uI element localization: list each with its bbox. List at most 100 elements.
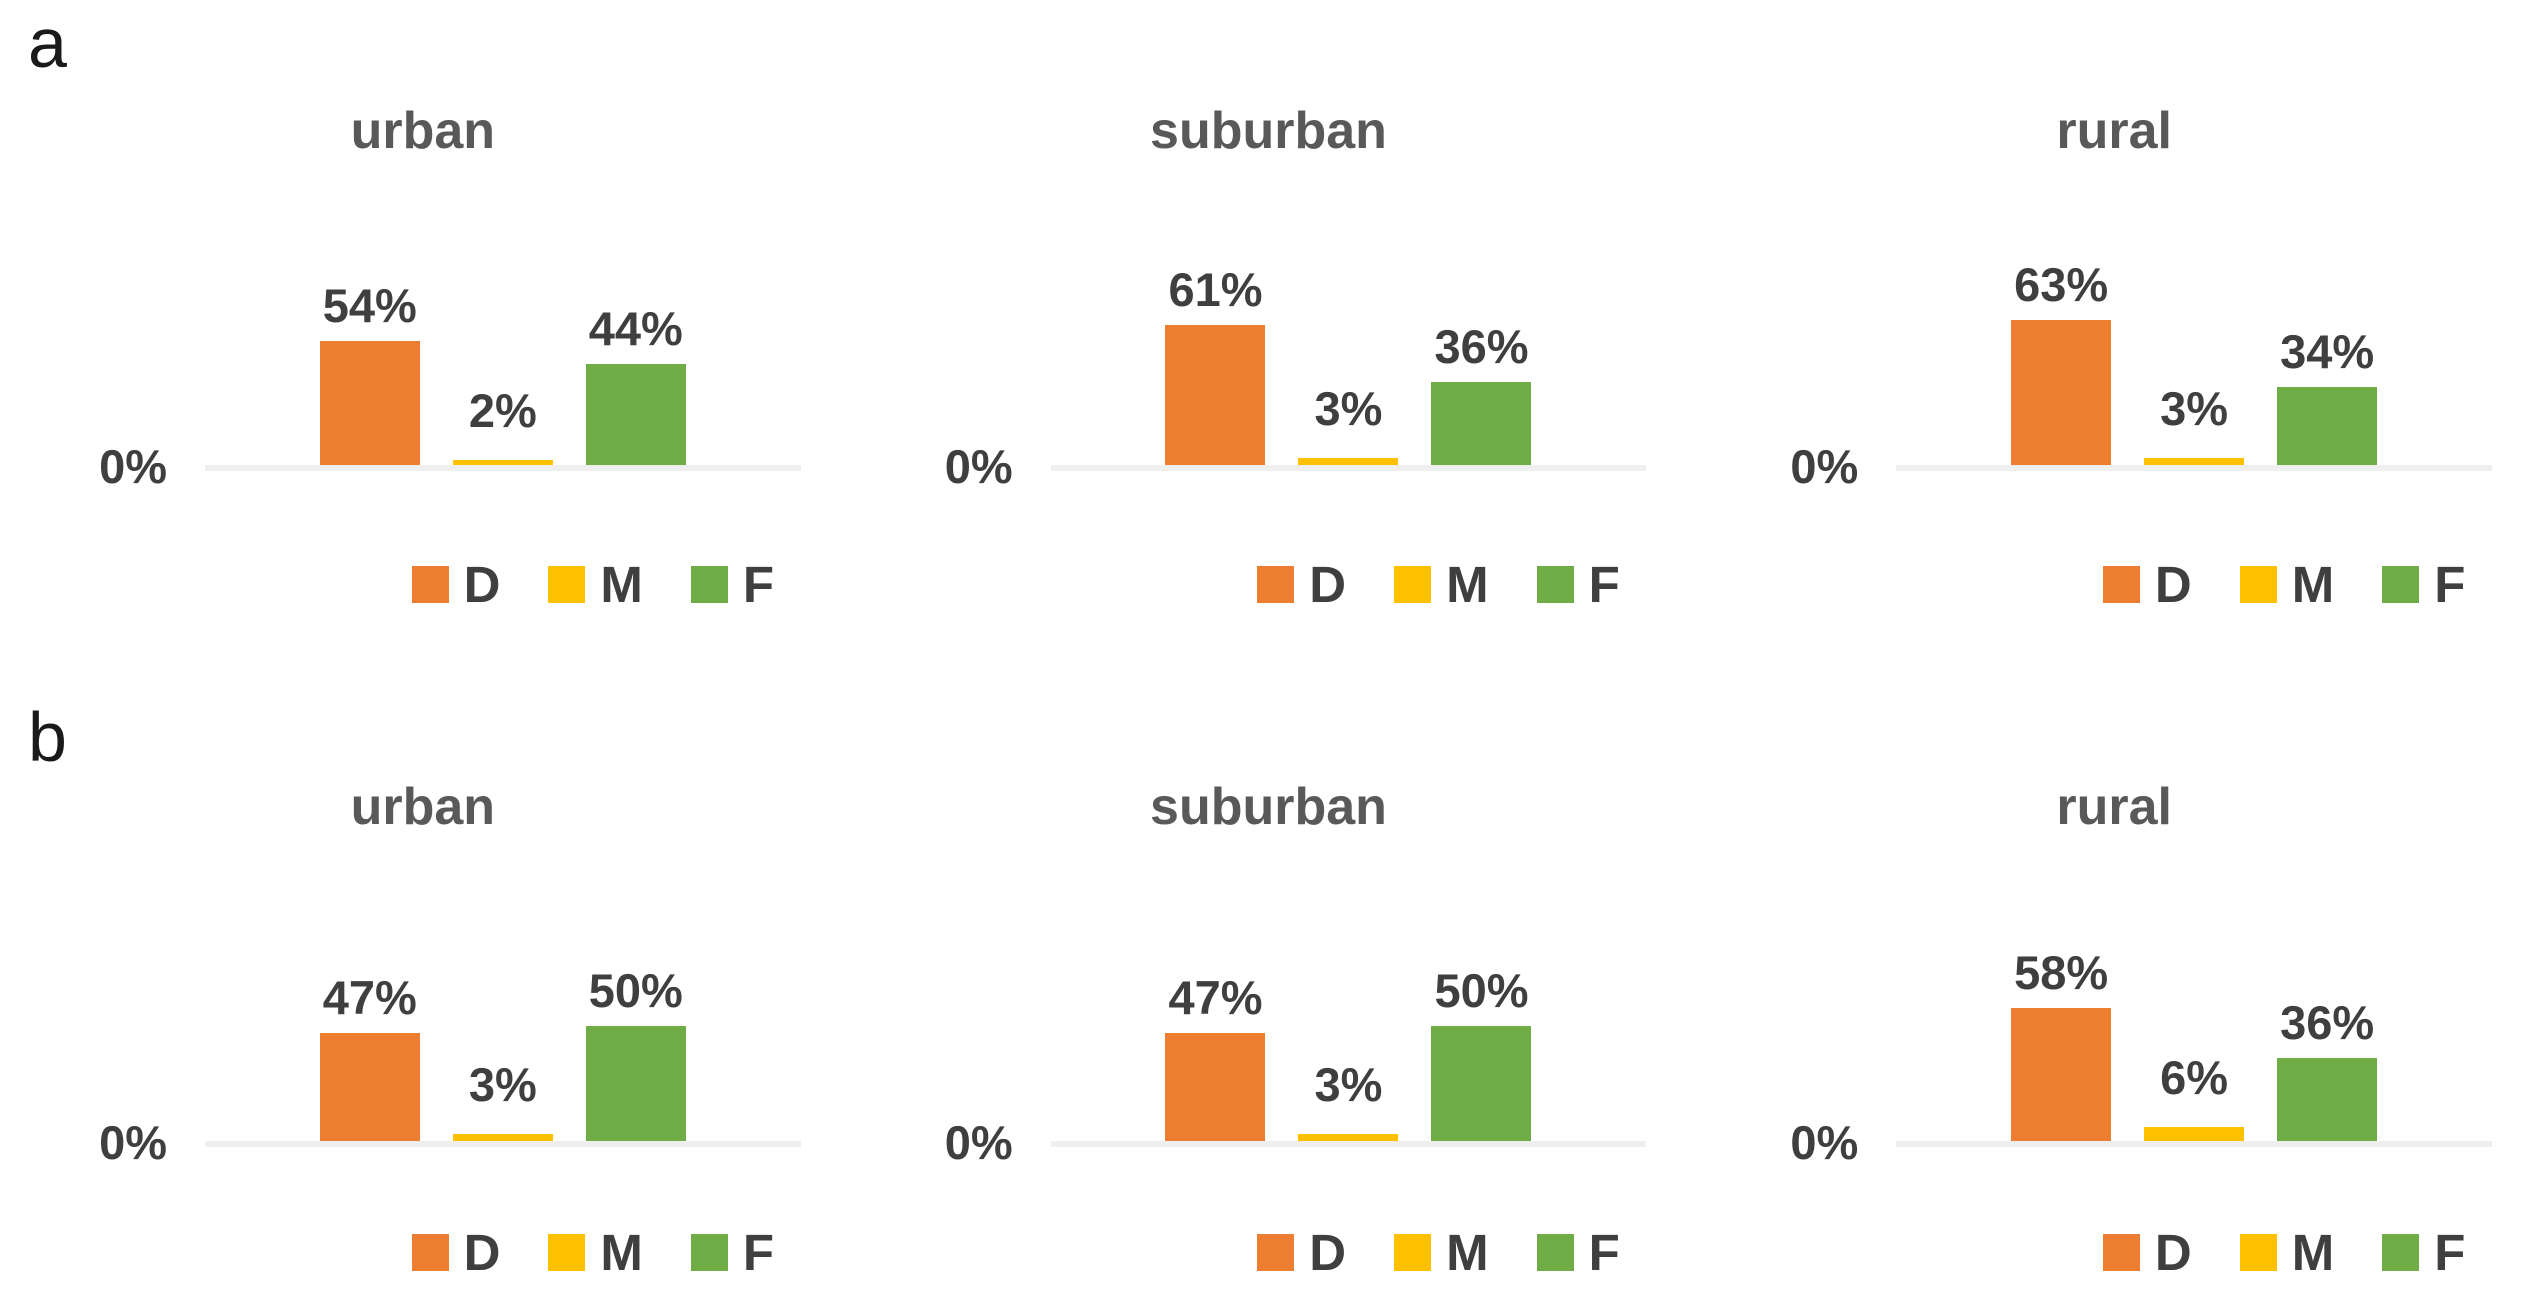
y-axis-zero-label: 0% [1790,439,1859,493]
legend-item-f: F [1536,556,1620,613]
y-axis-zero-label: 0% [1790,1115,1859,1169]
legend-label-d: D [463,556,501,613]
bar-d [2011,1007,2112,1141]
legend: D M F [1691,1227,2537,1278]
y-axis-zero-label: 0% [944,1115,1013,1169]
bar-group-d: 47% [1165,970,1266,1141]
legend: D M F [846,1227,1692,1278]
value-label-f: 36% [1434,320,1529,374]
bar-group-f: 50% [1431,967,1532,1141]
bar-group-f: 36% [2277,999,2378,1141]
bar-d [319,1032,420,1141]
bar-chart-rural-b: rural 0% 58% 6% 36% [1691,656,2537,1312]
bar-m [452,460,553,465]
value-label-f: 34% [2280,324,2375,378]
legend-item-f: F [2382,1227,2465,1278]
legend-swatch-d-icon [411,1234,449,1271]
legend: D M F [0,1227,846,1278]
legend-swatch-d-icon [2102,1234,2140,1271]
legend-swatch-m-icon [2239,566,2277,603]
legend-swatch-d-icon [2102,566,2140,603]
value-label-m: 3% [1314,382,1383,436]
plot-wrapper: 0% 63% 3% 34% [1691,179,2537,490]
bar-chart-rural-a: rural 0% 63% 3% 34% [1691,0,2537,656]
legend: D M F [1691,559,2537,610]
legend-item-m: M [548,556,643,613]
bar-f [585,1026,686,1141]
legend-label-m: M [1446,1224,1489,1281]
legend-item-m: M [548,1224,643,1281]
legend-item-f: F [2382,559,2465,610]
legend-swatch-d-icon [411,566,449,603]
value-label-d: 47% [322,970,417,1024]
chart-title: suburban [1150,778,1387,836]
legend-swatch-m-icon [2239,1234,2277,1271]
plot-wrapper: 0% 47% 3% 50% [0,855,846,1166]
bar-chart-suburban-a: suburban 0% 61% 3% 36% [846,0,1692,656]
bar-d [1165,1032,1266,1141]
plot-area: 54% 2% 44% [205,235,801,471]
legend-item-d: D [1257,1227,1346,1278]
bar-group-m: 3% [1298,1058,1399,1141]
legend-label-d: D [2154,556,2192,613]
value-label-d: 58% [2014,945,2109,999]
charts-row-b: urban 0% 47% 3% 50% [0,656,2537,1312]
chart-title: urban [350,778,496,836]
value-label-d: 47% [1168,970,1263,1024]
legend-label-f: F [2434,1224,2466,1281]
legend-item-d: D [2102,556,2192,613]
value-label-m: 3% [1314,1058,1383,1112]
legend-swatch-f-icon [1536,566,1574,603]
bar-group-f: 34% [2277,324,2378,465]
legend-label-d: D [1309,1224,1347,1281]
legend-swatch-m-icon [548,566,586,603]
legend-item-d: D [2102,1227,2192,1278]
chart-title: rural [2056,778,2172,836]
bar-m [2144,1127,2245,1141]
panel-a-label: a [28,4,67,82]
legend-label-m: M [600,1224,643,1281]
y-axis-zero-label: 0% [99,439,167,493]
y-axis-zero-label: 0% [944,439,1013,493]
plot-area: 47% 3% 50% [1050,911,1647,1147]
bar-f [1431,382,1532,465]
legend-label-f: F [1588,556,1620,613]
charts-row-a: urban 0% 54% 2% 44% [0,0,2537,656]
bar-chart-suburban-b: suburban 0% 47% 3% 50% [846,656,1692,1312]
legend: D M F [846,559,1692,610]
bar-group-m: 3% [452,1061,553,1141]
panel-b: b urban 0% 47% 3% [0,656,2537,1312]
legend-swatch-m-icon [1394,1234,1432,1271]
bar-group-d: 63% [2011,261,2112,465]
plot-area: 61% 3% 36% [1050,235,1647,471]
legend-item-m: M [2239,559,2334,610]
legend-item-d: D [411,556,501,613]
bar-m [452,1134,553,1141]
plot-area: 58% 6% 36% [1896,911,2492,1147]
bar-group-m: 6% [2144,1051,2245,1141]
legend-swatch-f-icon [690,1234,728,1271]
legend-label-m: M [1446,556,1489,613]
legend-label-f: F [742,556,775,613]
legend-swatch-f-icon [2382,566,2420,603]
bar-group-m: 2% [452,384,553,465]
value-label-d: 54% [322,278,417,332]
bar-group-f: 36% [1431,320,1532,465]
bar-m [1298,1134,1399,1141]
value-label-m: 2% [468,384,537,438]
legend-swatch-f-icon [1536,1234,1574,1271]
legend-swatch-m-icon [1394,566,1432,603]
legend-item-f: F [690,556,775,613]
legend-swatch-m-icon [548,1234,586,1271]
legend-item-f: F [690,1224,775,1281]
bar-m [2144,458,2245,465]
bar-d [1165,324,1266,465]
bar-m [1298,458,1399,465]
legend-label-f: F [742,1224,775,1281]
bar-group-f: 50% [585,967,686,1141]
panel-a: a urban 0% 54% 2% [0,0,2537,656]
value-label-m: 6% [2160,1051,2229,1105]
bar-chart-urban-a: urban 0% 54% 2% 44% [0,0,846,656]
legend-label-m: M [600,556,643,613]
value-label-f: 44% [588,301,683,355]
